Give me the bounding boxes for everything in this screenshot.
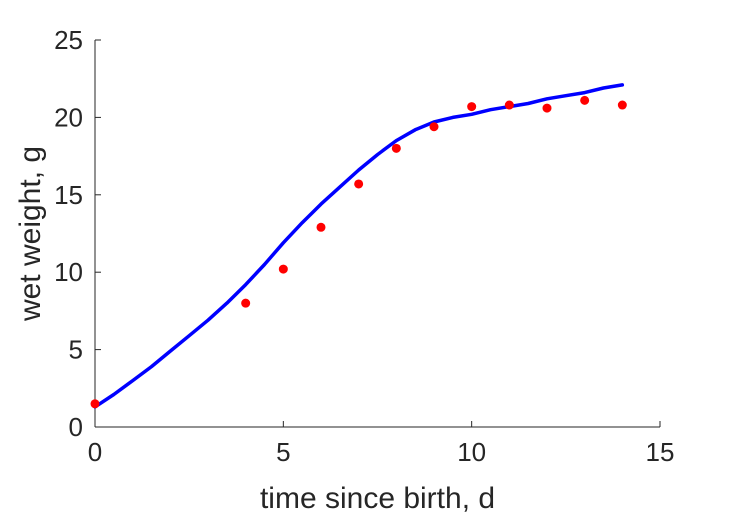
data-point bbox=[241, 298, 251, 308]
data-point bbox=[429, 122, 439, 132]
data-point bbox=[90, 399, 100, 409]
x-tick-label: 10 bbox=[457, 437, 486, 467]
data-point bbox=[504, 100, 514, 110]
data-point bbox=[617, 100, 627, 110]
data-point bbox=[467, 102, 477, 112]
y-tick-label: 20 bbox=[54, 102, 83, 132]
data-point bbox=[278, 264, 288, 274]
y-ticks: 0 5 10 15 20 25 bbox=[54, 25, 101, 442]
data-point bbox=[391, 143, 401, 153]
y-tick-label: 25 bbox=[54, 25, 83, 55]
data-point bbox=[316, 222, 326, 232]
x-tick-label: 5 bbox=[276, 437, 290, 467]
y-axis-label: wet weight, g bbox=[14, 146, 47, 322]
x-ticks: 0 5 10 15 bbox=[88, 421, 675, 467]
x-tick-label: 0 bbox=[88, 437, 102, 467]
x-tick-label: 15 bbox=[646, 437, 675, 467]
y-tick-label: 15 bbox=[54, 180, 83, 210]
fit-curve bbox=[93, 83, 625, 409]
axes bbox=[94, 40, 660, 428]
x-axis-label: time since birth, d bbox=[260, 482, 495, 515]
y-tick-label: 5 bbox=[69, 335, 83, 365]
y-tick-label: 10 bbox=[54, 257, 83, 287]
series-layer bbox=[90, 83, 627, 409]
y-tick-label: 0 bbox=[69, 412, 83, 442]
data-point bbox=[542, 103, 552, 113]
data-point bbox=[580, 95, 590, 105]
data-point bbox=[354, 179, 364, 189]
